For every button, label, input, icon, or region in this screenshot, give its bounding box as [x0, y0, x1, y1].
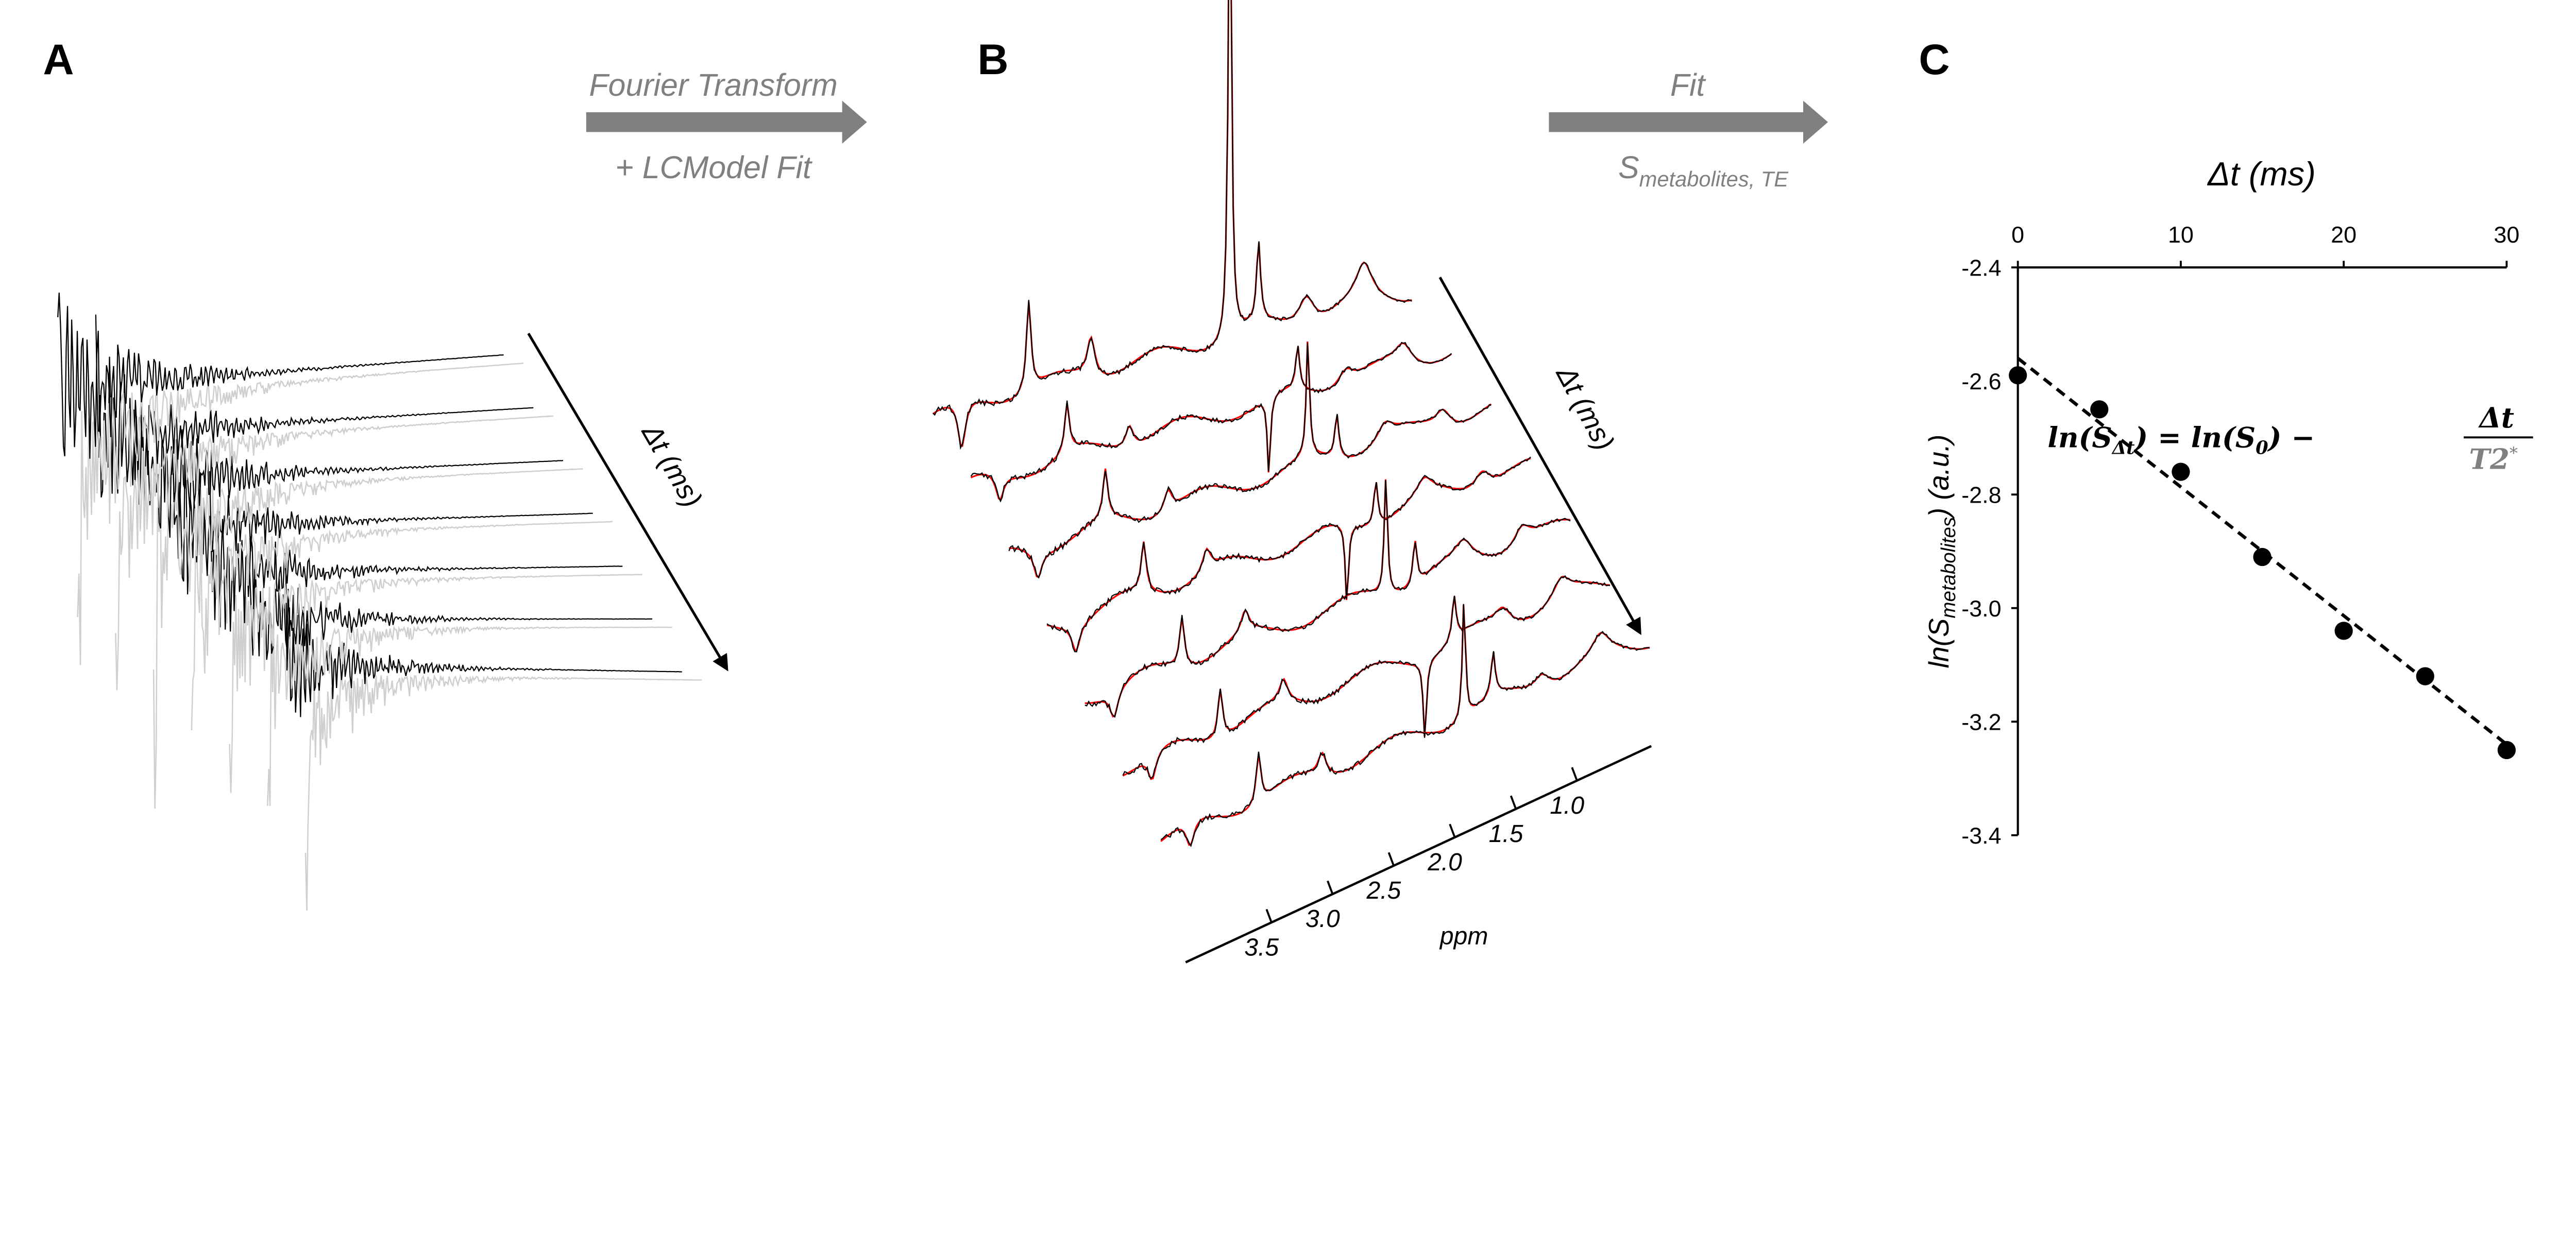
- equation: ln(SΔt) = ln(S0) − Δt T2*: [2047, 401, 2533, 475]
- spectrum-data-trace: [1084, 479, 1571, 718]
- data-point: [2172, 462, 2190, 481]
- x-tick-label: 20: [2331, 221, 2357, 248]
- ppm-tick: [1387, 852, 1395, 866]
- data-point: [2090, 400, 2109, 419]
- fid-imaginary-trace: [304, 674, 702, 911]
- panel-b-dt-arrow: [1438, 277, 1641, 636]
- spectrum-data-trace: [1046, 456, 1531, 653]
- data-point: [2416, 667, 2434, 685]
- data-point: [2334, 622, 2353, 640]
- x-tick-label: 0: [2011, 221, 2024, 248]
- eq-numerator: Δt: [2478, 401, 2514, 434]
- fid-imaginary-trace: [152, 468, 583, 809]
- panel-label-c: C: [1919, 36, 1950, 83]
- spectrum-data-trace: [970, 341, 1452, 503]
- y-tick-label: -3.2: [1961, 709, 2001, 735]
- spectrum-fit-trace: [1009, 341, 1492, 578]
- figure: A B C Fourier Transform + LCModel Fit Fi…: [43, 0, 2533, 964]
- chart-y-label: ln(Smetabolites) (a.u.): [1923, 435, 1960, 668]
- fid-imaginary-trace: [115, 415, 553, 691]
- x-tick-label: 10: [2168, 221, 2194, 248]
- fid-imaginary-trace: [191, 521, 613, 730]
- fid-real-trace: [171, 447, 593, 595]
- eq-end: ) −: [2267, 421, 2315, 454]
- arrow2-sub: metabolites, TE: [1639, 167, 1789, 191]
- equation-main: ln(SΔt) = ln(S0) −: [2047, 421, 2315, 459]
- y-tick-label: -2.8: [1961, 482, 2001, 508]
- panel-b-spectra: [933, 0, 1650, 847]
- y-tick-label: -3.4: [1961, 822, 2001, 849]
- eq-den: T2: [2469, 442, 2510, 475]
- ppm-tick-label: 2.0: [1427, 848, 1462, 876]
- arrow2-s: S: [1618, 150, 1639, 185]
- panel-label-a: A: [43, 36, 74, 83]
- y-label-end: ) (a.u.): [1923, 435, 1955, 520]
- eq-lhs-sub: Δt: [2111, 437, 2135, 458]
- data-point: [2497, 741, 2516, 760]
- y-label-main: ln(S: [1923, 619, 1955, 668]
- ppm-tick: [1265, 908, 1273, 923]
- panel-b-dt-label: Δt (ms): [1550, 360, 1620, 456]
- spectrum-fit-trace: [1122, 575, 1611, 780]
- ppm-tick-label: 3.0: [1306, 905, 1340, 933]
- fid-imaginary-trace: [266, 625, 672, 806]
- figure-canvas: A B C Fourier Transform + LCModel Fit Fi…: [43, 0, 2533, 964]
- data-point: [2009, 366, 2027, 385]
- spectrum-data-trace: [1008, 342, 1492, 579]
- panel-a-dt-arrow: [527, 333, 728, 672]
- ppm-tick: [1449, 823, 1456, 838]
- ppm-tick-label: 1.5: [1489, 820, 1523, 848]
- spectrum-data-trace: [1122, 575, 1611, 779]
- panel-a-fids: [57, 293, 702, 911]
- fid-imaginary-trace: [77, 362, 524, 665]
- arrow2-bottom-label: Smetabolites, TE: [1618, 150, 1789, 191]
- panel-label-b: B: [977, 36, 1008, 83]
- ppm-axis: 3.5 3.0 2.5 2.0 1.5 1.0: [1185, 745, 1652, 964]
- fid-real-trace: [57, 293, 504, 459]
- panel-c-chart: 0 10 20 30 -2.4 -2.6 -2.8 -3.0 -3.2 -3.4: [1961, 221, 2519, 849]
- arrow1-top-label: Fourier Transform: [589, 67, 838, 102]
- data-point: [2253, 547, 2272, 566]
- eq-lhs: ln(S: [2047, 421, 2112, 454]
- x-tick-label: 30: [2494, 221, 2519, 248]
- ppm-tick: [1327, 880, 1334, 895]
- ppm-axis-label: ppm: [1439, 922, 1488, 950]
- y-tick-label: -3.0: [1961, 595, 2001, 622]
- spectrum-data-trace: [933, 0, 1412, 450]
- fourier-arrow-icon: [586, 100, 867, 144]
- eq-den-sup: *: [2510, 443, 2518, 463]
- arrow1-bottom-label: + LCModel Fit: [615, 150, 813, 185]
- ppm-tick-label: 2.5: [1366, 877, 1401, 904]
- fid-real-trace: [247, 559, 653, 660]
- ppm-tick: [1510, 795, 1517, 810]
- chart-x-label: Δt (ms): [2208, 155, 2316, 193]
- ppm-tick-label: 3.5: [1244, 933, 1279, 961]
- eq-denominator: T2*: [2469, 442, 2518, 475]
- fid-real-trace: [285, 556, 682, 717]
- y-tick-label: -2.4: [1961, 254, 2001, 281]
- eq-mid: ) = ln(S: [2133, 421, 2256, 454]
- panel-a-dt-label: Δt (ms): [635, 418, 708, 512]
- fit-arrow-icon: [1549, 100, 1828, 144]
- spectrum-data-trace: [1160, 604, 1650, 847]
- y-tick-label: -2.6: [1961, 368, 2001, 394]
- fid-real-trace: [209, 471, 623, 632]
- fid-real-trace: [133, 401, 564, 538]
- ppm-tick: [1571, 767, 1578, 781]
- y-label-sub: metabolites: [1938, 517, 1960, 619]
- eq-mid-sub: 0: [2256, 437, 2268, 458]
- ppm-tick-label: 1.0: [1550, 792, 1584, 819]
- ppm-axis-line: [1185, 745, 1652, 964]
- fid-imaginary-trace: [229, 574, 642, 793]
- fid-real-trace: [95, 314, 534, 497]
- arrow2-top-label: Fit: [1670, 67, 1707, 102]
